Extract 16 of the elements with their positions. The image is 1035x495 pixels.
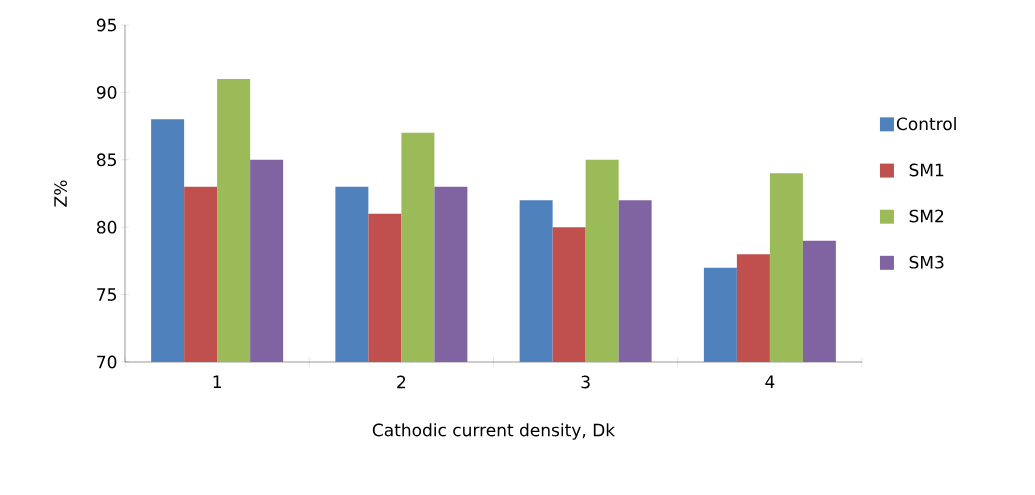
- legend-label: SM1: [909, 163, 944, 177]
- y-tick-label: 75: [97, 288, 116, 301]
- x-tick-label: 3: [581, 375, 590, 389]
- y-tick-label: 85: [97, 153, 116, 167]
- y-tick-label: 80: [97, 220, 117, 234]
- legend-label: SM2: [909, 209, 944, 223]
- x-tick-label: 1: [213, 375, 221, 388]
- y-tick-label: 90: [96, 85, 117, 99]
- legend-label: Control: [896, 117, 956, 131]
- legend-label: SM3: [909, 255, 944, 269]
- x-tick-label: 2: [397, 375, 406, 389]
- x-tick-label: 4: [765, 375, 775, 388]
- y-tick-label: 70: [97, 355, 117, 369]
- x-axis-title: Cathodic current density, Dk: [372, 423, 616, 440]
- y-tick-label: 95: [96, 18, 116, 32]
- y-axis-title: Z%: [54, 180, 67, 207]
